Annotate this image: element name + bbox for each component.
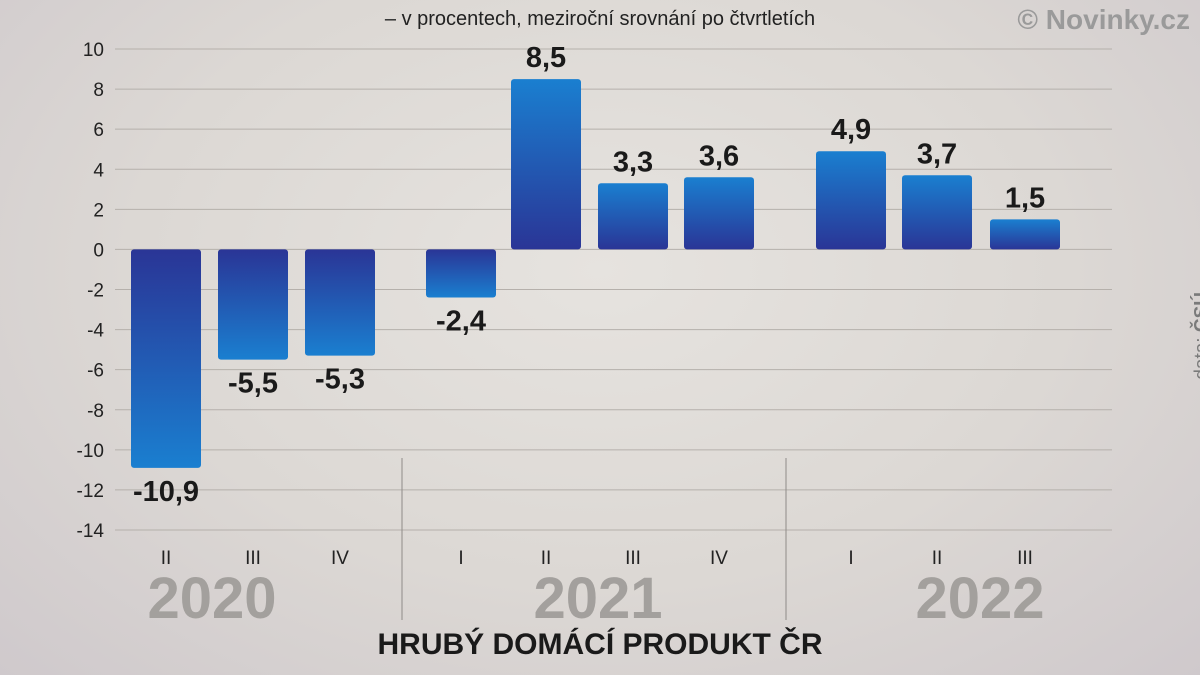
quarter-label: IV [710,548,728,569]
quarter-label: IV [331,548,349,569]
brand-logo: © Novinky.cz [1017,4,1190,35]
source-name: ČSÚ [1192,292,1200,333]
quarter-label: II [932,548,943,569]
data-label: 3,3 [613,146,653,178]
quarter-label: I [458,548,463,569]
chart-title: HRUBÝ DOMÁCÍ PRODUKT ČR [377,628,823,661]
bar-2020-IV [305,249,375,356]
year-label: 2021 [533,566,662,631]
quarter-label: II [161,548,172,569]
bar-2020-II [131,249,201,468]
y-tick-label: 0 [93,240,104,261]
y-tick-label: -6 [87,361,104,382]
data-label: 8,5 [526,42,566,74]
year-separators [401,458,787,620]
y-tick-label: -12 [77,481,104,502]
data-label: -10,9 [133,476,199,508]
data-label: 4,9 [831,114,871,146]
bar-2021-III [598,183,668,250]
year-label: 2022 [915,566,1044,631]
y-tick-label: 4 [93,160,104,181]
y-tick-label: -8 [87,401,104,422]
y-axis: 10 8 6 4 2 0 -2 -4 -6 -8 -10 -12 -14 [77,40,105,542]
quarter-label: I [848,548,853,569]
data-label: 3,7 [917,138,957,170]
chart-subtitle: – v procentech, meziroční srovnání po čt… [384,8,816,30]
source-prefix: data: [1192,337,1200,380]
data-label: 1,5 [1005,182,1045,214]
quarter-label: III [245,548,261,569]
data-label: 3,6 [699,140,739,172]
y-tick-label: 10 [83,40,104,61]
bar-2020-III [218,249,288,360]
year-label: 2020 [147,566,276,631]
y-tick-label: -4 [87,321,104,342]
quarter-label: III [625,548,641,569]
bar-2021-IV [684,177,754,250]
bar-2022-II [902,175,972,250]
bar-2021-II [511,79,581,250]
data-label: -5,3 [315,364,365,396]
data-source: data: ČSÚ [1192,292,1200,380]
y-tick-label: 6 [93,120,104,141]
y-tick-label: 2 [93,200,104,221]
y-tick-label: -14 [77,521,105,542]
bars [131,79,1060,468]
data-label: -2,4 [436,306,486,338]
data-label: -5,5 [228,368,278,400]
quarter-label: II [541,548,552,569]
quarter-label: III [1017,548,1033,569]
y-tick-label: 8 [93,80,104,101]
y-tick-label: -2 [87,281,104,302]
bar-2022-III [990,219,1060,250]
data-labels: -10,9 -5,5 -5,3 -2,4 8,5 3,3 3,6 4,9 3,7 1,5 [133,42,1045,508]
bar-2021-I [426,249,496,298]
y-tick-label: -10 [77,441,104,462]
bar-2022-I [816,151,886,250]
